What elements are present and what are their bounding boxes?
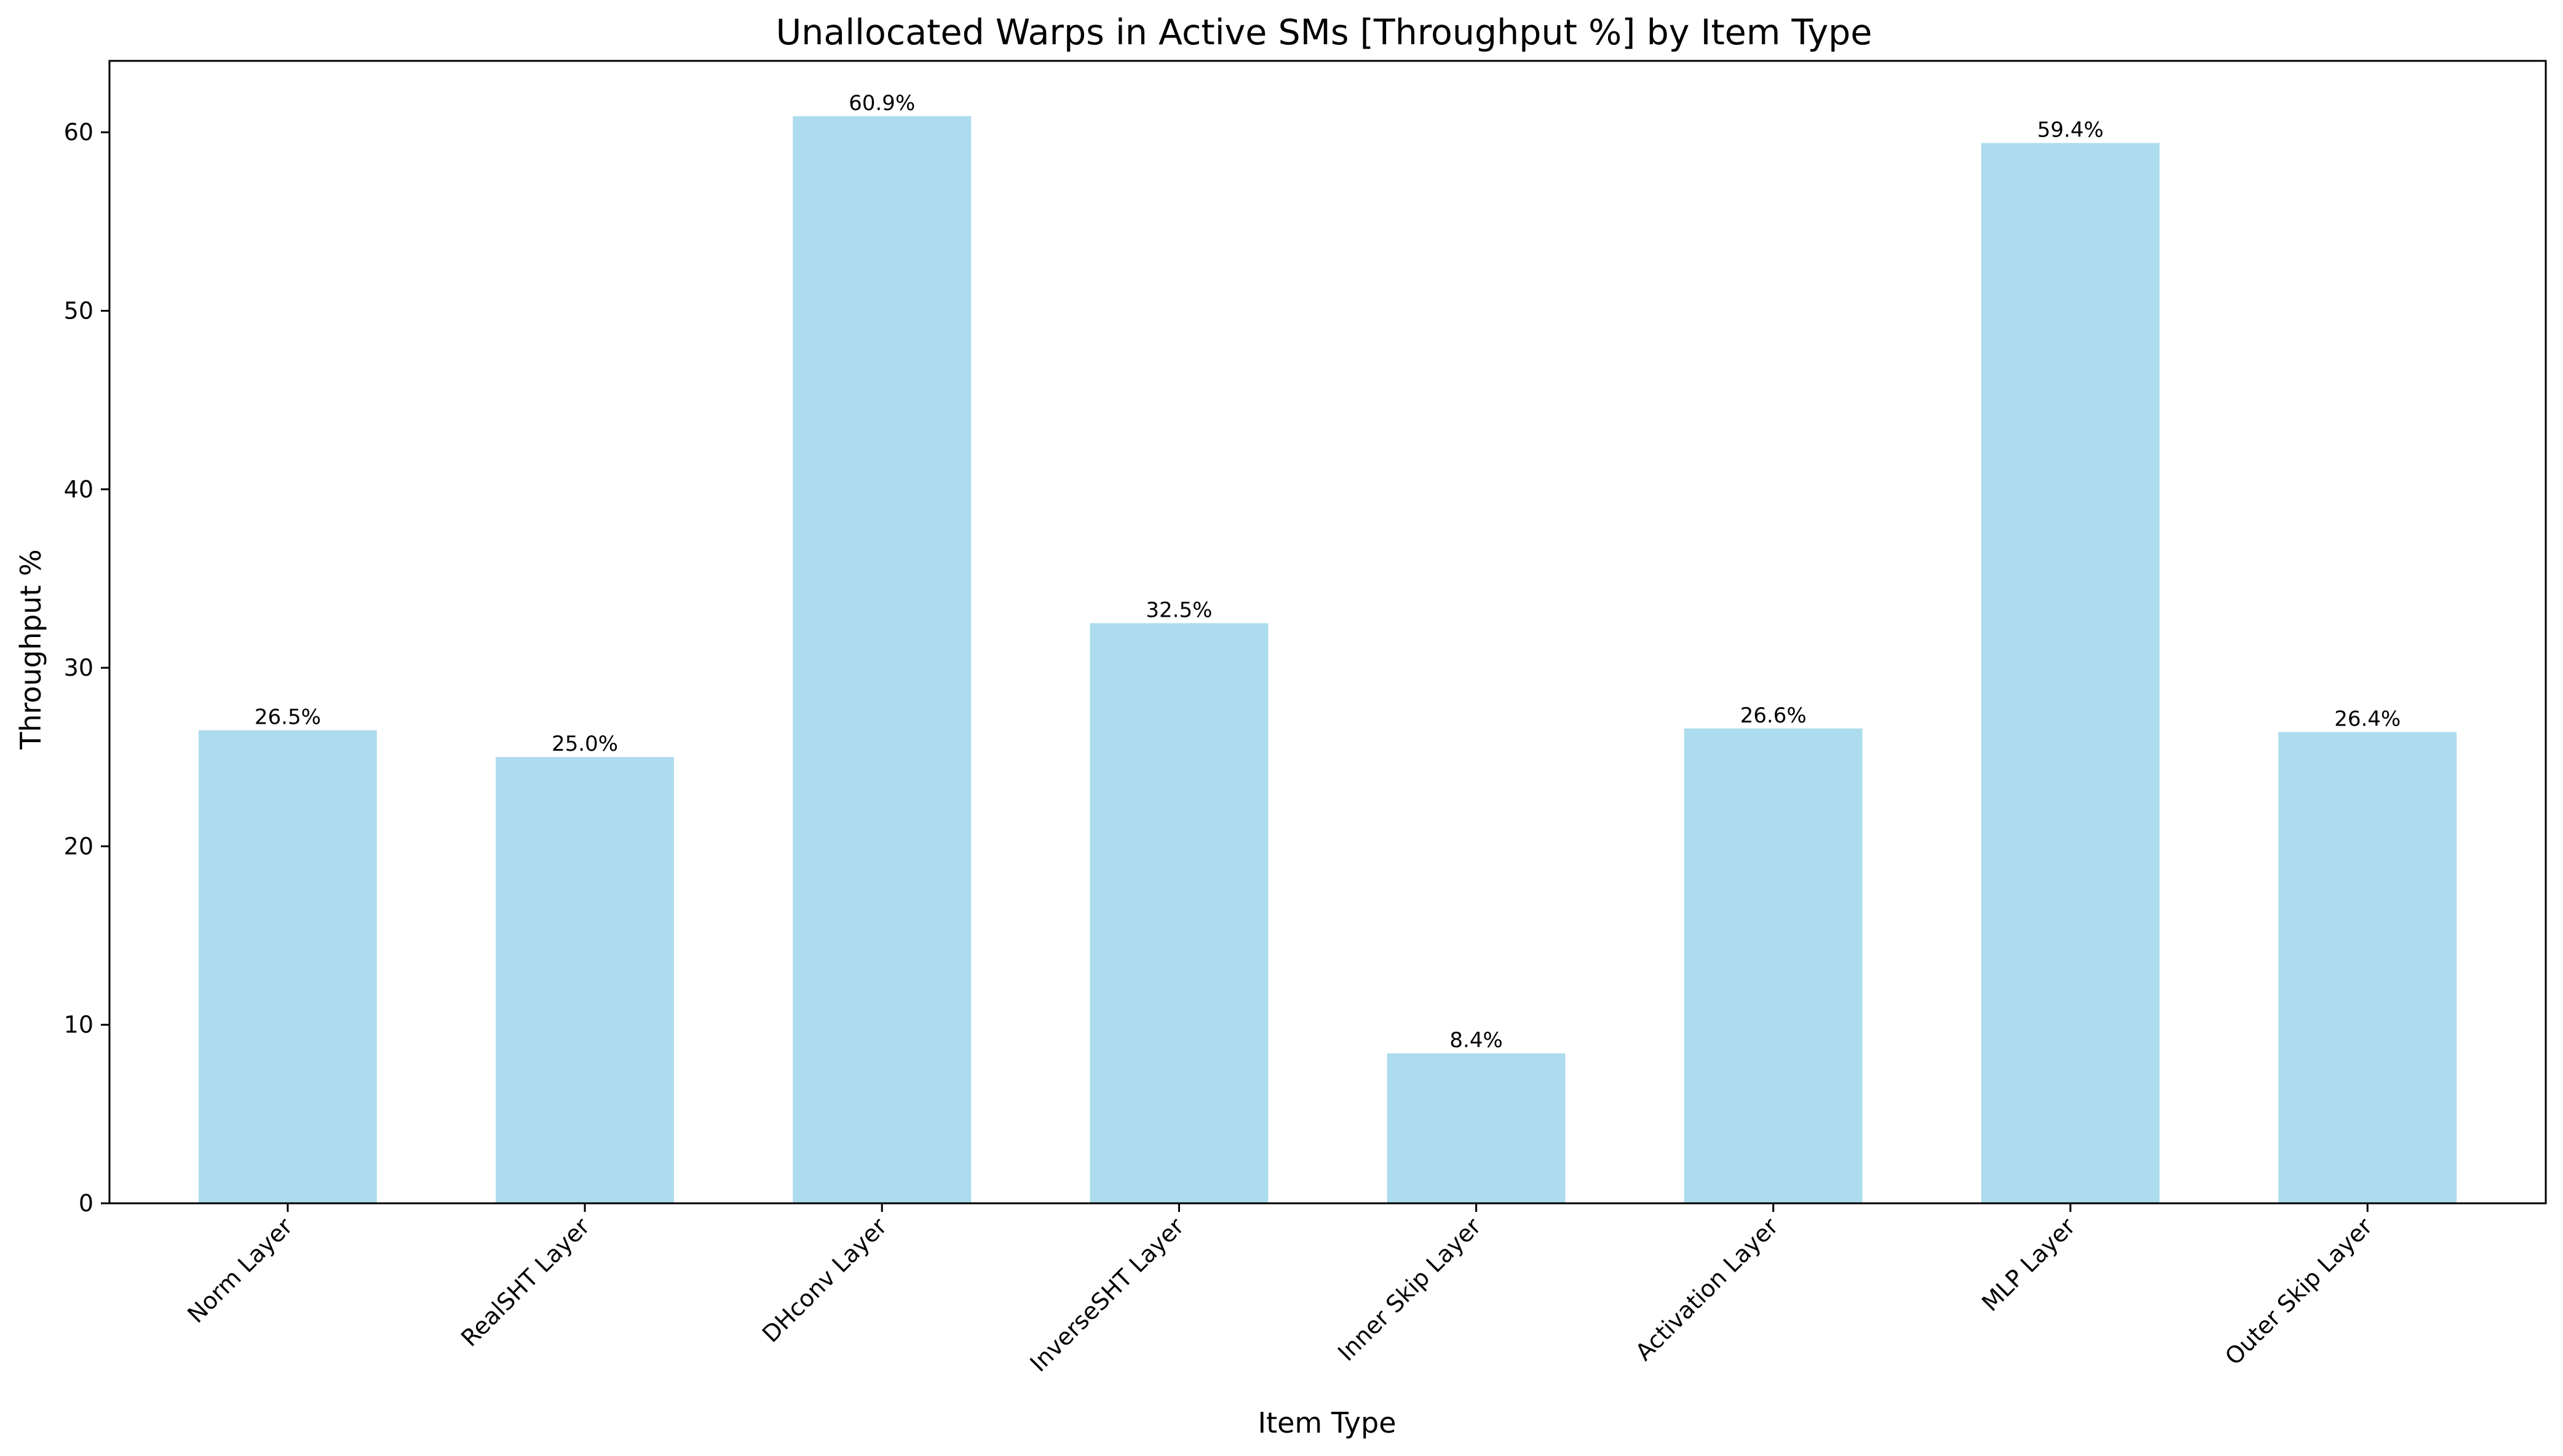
y-axis-ticks: 0 10 20 30 40 50 60 xyxy=(64,119,109,1217)
y-tick-label-6: 60 xyxy=(64,119,93,146)
data-labels-group: 26.5% 25.0% 60.9% 32.5% 8.4% 26.6% 59.4% 26.4% xyxy=(255,91,2401,1053)
bar-8 xyxy=(2278,732,2457,1203)
y-tick-label-2: 20 xyxy=(64,833,93,860)
bar-3 xyxy=(793,116,972,1204)
x-axis-label: Item Type xyxy=(1258,1406,1396,1439)
y-tick-label-5: 50 xyxy=(64,297,93,324)
y-tick-label-0: 0 xyxy=(79,1190,93,1217)
data-label-3: 60.9% xyxy=(849,91,915,116)
bar-4 xyxy=(1090,623,1269,1203)
y-tick-label-3: 30 xyxy=(64,654,93,681)
y-tick-label-4: 40 xyxy=(64,476,93,503)
bar-1 xyxy=(198,730,377,1203)
data-label-2: 25.0% xyxy=(552,732,618,756)
data-label-6: 26.6% xyxy=(1740,703,1807,728)
bar-6 xyxy=(1684,728,1863,1203)
data-label-4: 32.5% xyxy=(1146,598,1212,622)
data-label-8: 26.4% xyxy=(2334,707,2401,732)
bar-5 xyxy=(1387,1053,1566,1203)
bar-2 xyxy=(496,757,675,1203)
y-axis-label: Throughput % xyxy=(14,549,47,750)
chart-title: Unallocated Warps in Active SMs [Through… xyxy=(776,12,1872,53)
data-label-7: 59.4% xyxy=(2037,118,2104,143)
plot-area-frame xyxy=(108,60,2547,1205)
data-label-1: 26.5% xyxy=(255,705,321,730)
y-tick-label-1: 10 xyxy=(64,1011,93,1039)
data-label-5: 8.4% xyxy=(1449,1028,1502,1053)
bar-7 xyxy=(1981,143,2160,1204)
bars-group xyxy=(198,116,2457,1204)
